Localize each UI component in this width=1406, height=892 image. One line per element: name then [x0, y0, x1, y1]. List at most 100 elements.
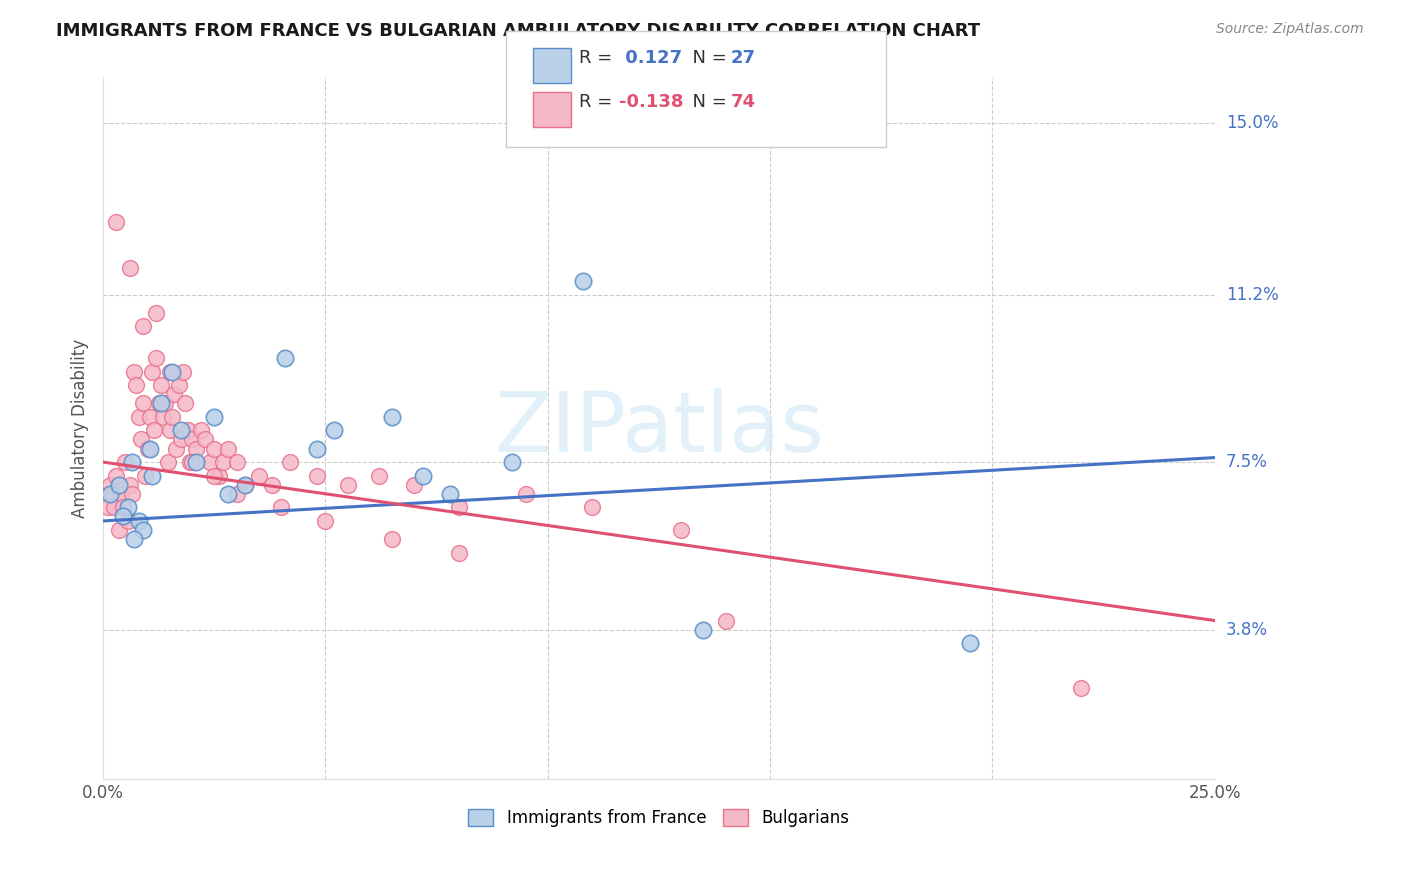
- Point: [160, 365, 183, 379]
- Point: [190, 424, 212, 438]
- Point: [129, 433, 152, 447]
- Point: [381, 532, 404, 546]
- Point: [101, 487, 124, 501]
- Point: [136, 442, 159, 456]
- Point: [581, 500, 603, 515]
- Text: IMMIGRANTS FROM FRANCE VS BULGARIAN AMBULATORY DISABILITY CORRELATION CHART: IMMIGRANTS FROM FRANCE VS BULGARIAN AMBU…: [56, 22, 980, 40]
- Point: [181, 455, 204, 469]
- Point: [305, 468, 328, 483]
- Point: [149, 396, 172, 410]
- Point: [139, 409, 162, 424]
- Point: [159, 424, 181, 438]
- Point: [439, 487, 461, 501]
- Point: [198, 455, 221, 469]
- Point: [122, 532, 145, 546]
- Text: N =: N =: [681, 49, 733, 67]
- Point: [278, 455, 301, 469]
- Point: [148, 396, 170, 410]
- Text: -0.138: -0.138: [619, 94, 683, 112]
- Point: [202, 409, 225, 424]
- Point: [132, 319, 155, 334]
- Point: [134, 468, 156, 483]
- Point: [270, 500, 292, 515]
- Point: [143, 424, 166, 438]
- Point: [447, 546, 470, 560]
- Point: [274, 351, 297, 365]
- Point: [212, 455, 235, 469]
- Point: [176, 424, 198, 438]
- Point: [447, 500, 470, 515]
- Point: [107, 523, 129, 537]
- Text: 11.2%: 11.2%: [1226, 285, 1278, 303]
- Point: [314, 514, 336, 528]
- Text: 74: 74: [731, 94, 756, 112]
- Point: [235, 477, 257, 491]
- Text: 0.127: 0.127: [619, 49, 682, 67]
- Point: [121, 455, 143, 469]
- Point: [714, 614, 737, 628]
- Point: [959, 636, 981, 650]
- Point: [225, 455, 247, 469]
- Point: [122, 365, 145, 379]
- Point: [217, 442, 239, 456]
- Text: 27: 27: [731, 49, 756, 67]
- Point: [105, 215, 128, 229]
- Point: [515, 487, 537, 501]
- Point: [669, 523, 692, 537]
- Point: [179, 455, 201, 469]
- Text: 3.8%: 3.8%: [1226, 621, 1268, 639]
- Point: [145, 306, 167, 320]
- Point: [194, 433, 217, 447]
- Point: [132, 396, 155, 410]
- Point: [501, 455, 523, 469]
- Point: [172, 365, 194, 379]
- Point: [235, 477, 257, 491]
- Point: [186, 455, 208, 469]
- Point: [202, 468, 225, 483]
- Point: [247, 468, 270, 483]
- Point: [202, 442, 225, 456]
- Point: [121, 487, 143, 501]
- Point: [107, 477, 129, 491]
- Point: [128, 514, 150, 528]
- Point: [155, 396, 177, 410]
- Point: [170, 433, 193, 447]
- Y-axis label: Ambulatory Disability: Ambulatory Disability: [72, 339, 89, 517]
- Point: [159, 365, 181, 379]
- Point: [139, 442, 162, 456]
- Point: [125, 378, 148, 392]
- Point: [103, 500, 125, 515]
- Point: [156, 455, 179, 469]
- Text: R =: R =: [579, 94, 619, 112]
- Point: [141, 468, 163, 483]
- Point: [412, 468, 434, 483]
- Point: [149, 378, 172, 392]
- Point: [1070, 681, 1092, 696]
- Point: [118, 477, 141, 491]
- Point: [117, 514, 139, 528]
- Point: [404, 477, 426, 491]
- Point: [262, 477, 284, 491]
- Point: [128, 409, 150, 424]
- Point: [367, 468, 389, 483]
- Point: [105, 468, 128, 483]
- Point: [98, 487, 121, 501]
- Point: [305, 442, 328, 456]
- Text: 15.0%: 15.0%: [1226, 113, 1278, 132]
- Point: [163, 387, 186, 401]
- Point: [160, 409, 183, 424]
- Point: [97, 500, 120, 515]
- Point: [145, 351, 167, 365]
- Point: [181, 433, 204, 447]
- Point: [572, 274, 595, 288]
- Point: [112, 509, 135, 524]
- Point: [110, 487, 132, 501]
- Text: R =: R =: [579, 49, 619, 67]
- Point: [166, 442, 188, 456]
- Point: [152, 409, 174, 424]
- Point: [217, 487, 239, 501]
- Point: [174, 396, 197, 410]
- Point: [167, 378, 190, 392]
- Point: [381, 409, 404, 424]
- Point: [692, 623, 714, 637]
